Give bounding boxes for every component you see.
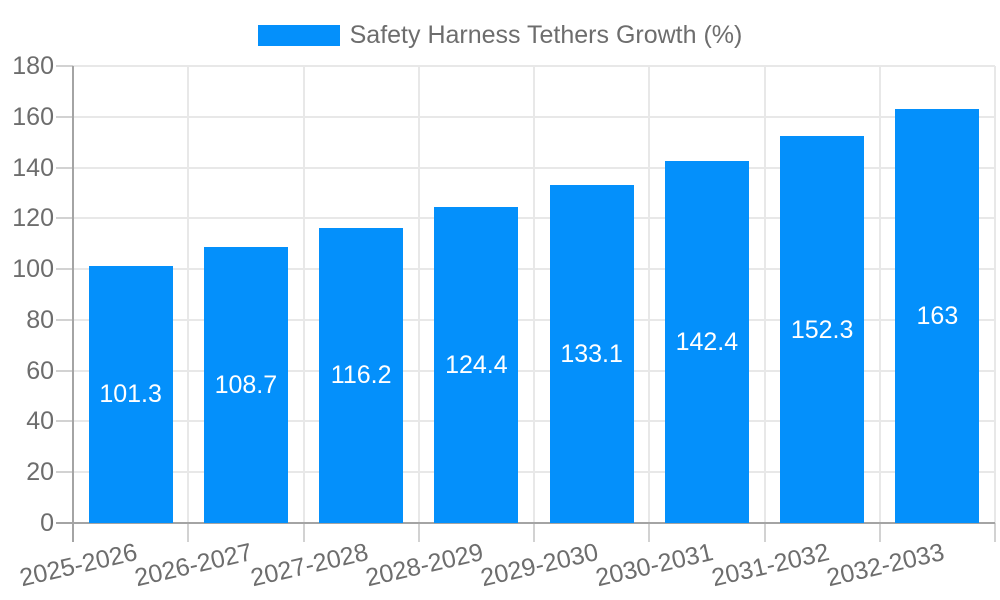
bar-value-label: 142.4: [675, 328, 739, 357]
x-axis-tick-label: 2032-2033: [823, 538, 947, 593]
bar[interactable]: [434, 207, 519, 523]
y-axis-tick-label: 100: [12, 255, 54, 284]
x-axis-tick-label: 2027-2028: [247, 538, 371, 593]
bar[interactable]: [780, 136, 865, 523]
y-axis-tick-mark: [56, 166, 73, 169]
bar[interactable]: [88, 265, 173, 523]
x-axis-tick-label: 2028-2029: [362, 538, 486, 593]
v-gridline: [302, 66, 305, 523]
v-gridline: [878, 66, 881, 523]
y-axis-tick-mark: [56, 217, 73, 220]
y-axis-tick-mark: [56, 318, 73, 321]
x-axis-tick-mark: [417, 523, 420, 542]
y-axis-tick-label: 0: [40, 509, 54, 537]
x-axis-tick-mark: [533, 523, 535, 542]
y-axis-tick-label: 140: [12, 153, 54, 182]
y-axis-tick-mark: [56, 471, 73, 474]
bar[interactable]: [549, 185, 634, 523]
y-axis-tick-mark: [56, 115, 73, 118]
bar-value-label: 152.3: [790, 315, 854, 344]
bar-value-label: 116.2: [330, 361, 392, 390]
y-axis-tick-label: 20: [26, 458, 54, 487]
x-axis-tick-mark: [763, 523, 766, 542]
x-axis-tick-mark: [878, 523, 881, 542]
bar-value-label: 108.7: [214, 371, 278, 399]
y-axis-line: [72, 66, 74, 542]
chart-legend[interactable]: Safety Harness Tethers Growth (%): [0, 21, 1000, 49]
x-axis-tick-mark: [648, 523, 651, 542]
v-gridline: [763, 66, 766, 523]
x-axis-tick-label: 2029-2030: [478, 538, 601, 593]
y-axis-tick-label: 120: [12, 204, 54, 233]
v-gridline: [187, 66, 190, 523]
legend-series-label: Safety Harness Tethers Growth (%): [349, 21, 743, 49]
bar[interactable]: [203, 247, 288, 523]
x-axis-tick-mark: [187, 523, 190, 542]
x-axis-tick-label: 2031-2032: [708, 538, 832, 593]
x-axis-line: [73, 522, 995, 524]
y-axis-tick-mark: [56, 65, 73, 67]
x-axis-tick-label: 2025-2026: [17, 538, 140, 593]
y-axis-tick-mark: [56, 268, 73, 271]
bar-value-label: 124.4: [445, 351, 508, 380]
v-gridline: [533, 66, 535, 523]
bar-value-label: 133.1: [560, 340, 623, 369]
y-axis-tick-mark: [56, 522, 73, 524]
y-axis-tick-mark: [56, 420, 73, 423]
v-gridline: [994, 66, 996, 523]
x-axis-tick-mark: [994, 523, 996, 542]
v-gridline: [417, 66, 420, 523]
x-axis-tick-mark: [302, 523, 305, 542]
bar-value-label: 101.3: [99, 380, 162, 409]
bar-value-label: 163: [916, 302, 959, 331]
x-axis-tick-label: 2026-2027: [132, 538, 256, 593]
y-axis-tick-label: 80: [26, 305, 54, 334]
x-axis-tick-label: 2030-2031: [593, 538, 717, 593]
y-axis-tick-label: 160: [12, 102, 54, 131]
y-axis-tick-label: 180: [12, 52, 54, 80]
bar[interactable]: [319, 227, 404, 523]
bar[interactable]: [895, 109, 980, 523]
legend-color-swatch: [257, 24, 340, 46]
y-axis-tick-mark: [56, 369, 73, 372]
y-axis-tick-label: 40: [26, 407, 54, 436]
bar[interactable]: [664, 161, 749, 523]
y-axis-tick-label: 60: [26, 356, 54, 385]
v-gridline: [648, 66, 651, 523]
